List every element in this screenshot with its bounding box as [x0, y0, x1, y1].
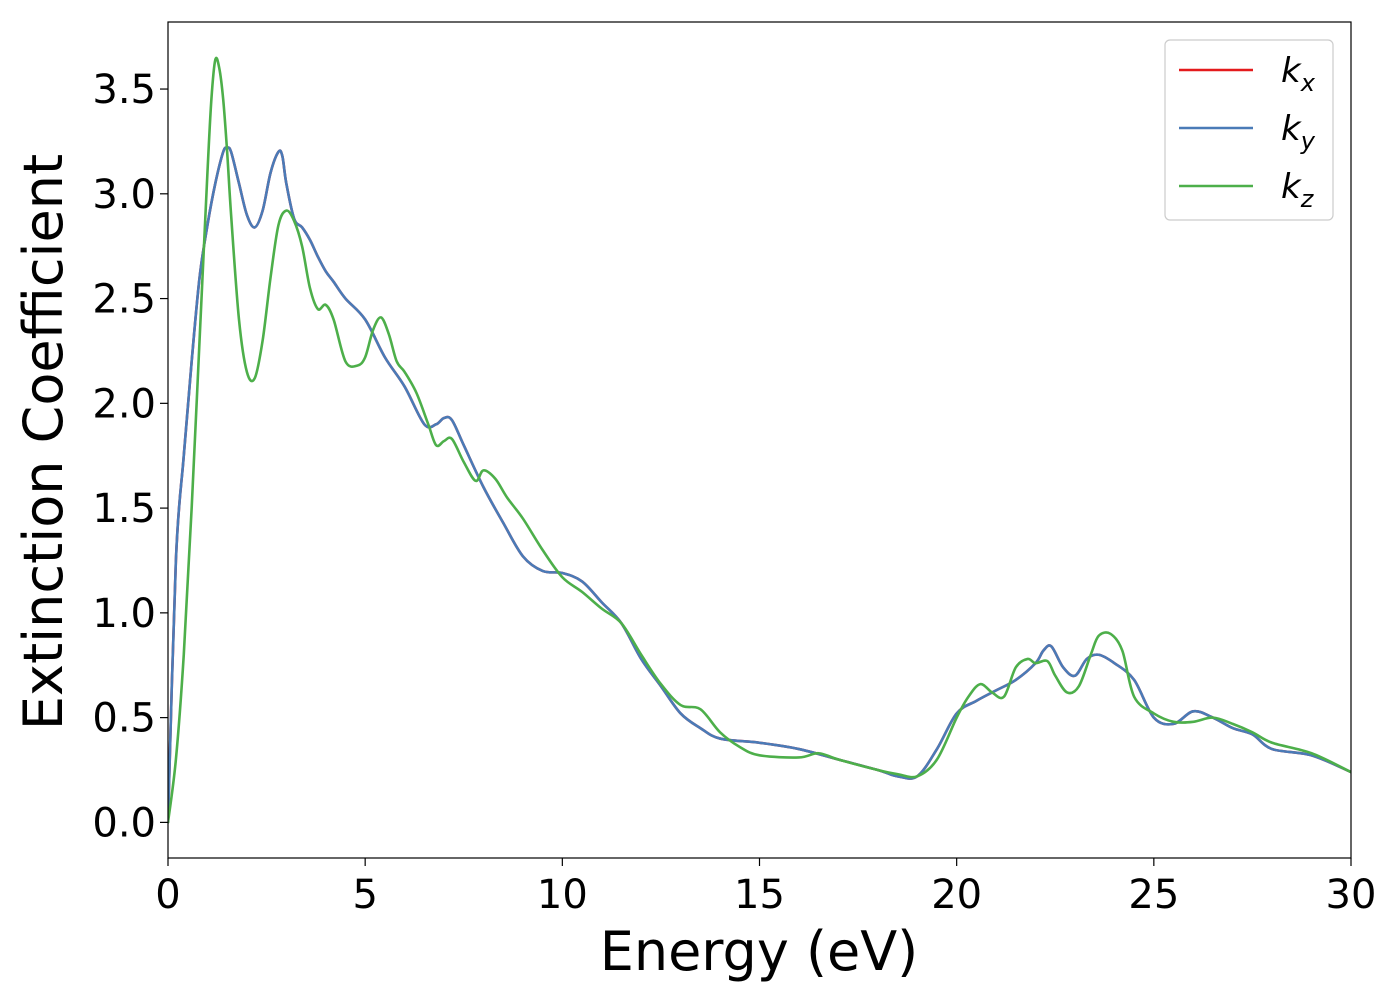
series-lines [168, 56, 1351, 824]
series-line-kz [168, 56, 1351, 824]
legend-label-kx: kx [1281, 51, 1316, 97]
y-tick-label: 0.5 [92, 696, 156, 742]
x-tick-label: 10 [537, 872, 588, 918]
y-tick-label: 3.0 [92, 172, 156, 218]
x-tick-label: 0 [155, 872, 180, 918]
series-line-ky [168, 146, 1351, 824]
legend-label-ky: ky [1281, 109, 1316, 155]
y-tick-label: 2.5 [92, 277, 156, 323]
y-tick-label: 2.0 [92, 381, 156, 427]
x-tick-label: 5 [352, 872, 377, 918]
y-tick-label: 1.0 [92, 591, 156, 637]
y-axis-title: Extinction Coefficient [12, 154, 75, 730]
y-tick-label: 1.5 [92, 486, 156, 532]
x-tick-label: 30 [1326, 872, 1377, 918]
y-axis-ticks: 0.0 0.5 1.0 1.5 2.0 2.5 3.0 3.5 [92, 67, 168, 846]
legend: kx ky kz [1164, 39, 1334, 221]
y-tick-label: 3.5 [92, 67, 156, 113]
legend-box [1164, 39, 1334, 221]
legend-label-kz: kz [1281, 167, 1315, 213]
x-axis-ticks: 0 5 10 15 20 25 30 [155, 858, 1376, 918]
y-tick-label: 0.0 [92, 800, 156, 846]
x-tick-label: 15 [734, 872, 785, 918]
x-tick-label: 20 [931, 872, 982, 918]
x-tick-label: 25 [1128, 872, 1179, 918]
x-axis-title: Energy (eV) [600, 920, 919, 983]
